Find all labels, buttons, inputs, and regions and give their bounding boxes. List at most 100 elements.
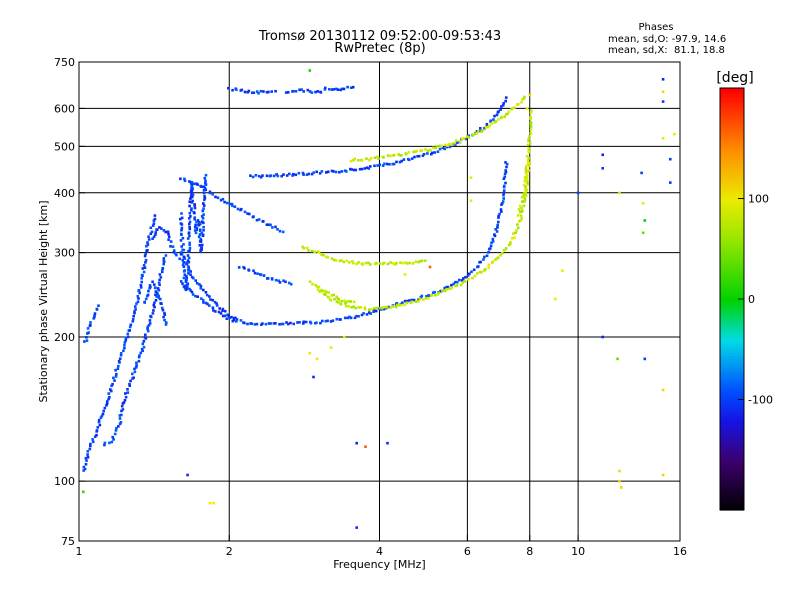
o-mode-echo-point — [128, 382, 131, 386]
o-mode-echo-point — [188, 246, 192, 250]
o-mode-echo-point — [267, 90, 270, 94]
x-mode-echo-point — [486, 125, 490, 129]
colorbar-segment — [720, 232, 744, 237]
x-mode-echo-point — [473, 274, 477, 278]
x-mode-echo-point — [332, 258, 336, 262]
o-mode-echo-point — [289, 282, 293, 286]
x-mode-echo-point — [370, 308, 374, 311]
x-mode-echo-point — [400, 154, 403, 157]
o-mode-echo-point — [297, 171, 301, 175]
o-mode-echo-point — [131, 318, 135, 321]
o-mode-echo-point — [202, 207, 205, 210]
x-mode-echo-point — [369, 263, 372, 266]
o-mode-echo-point — [156, 287, 160, 290]
o-mode-echo-point — [201, 217, 205, 220]
o-mode-echo-point — [197, 223, 201, 227]
o-mode-echo-point — [278, 281, 282, 284]
o-mode-echo-point — [132, 314, 135, 318]
isolated-echo-point — [601, 167, 604, 170]
o-mode-echo-point — [421, 154, 425, 157]
o-mode-echo-point — [179, 251, 183, 254]
x-mode-echo-point — [414, 260, 417, 263]
colorbar-segment — [720, 440, 744, 445]
o-mode-echo-point — [489, 244, 493, 248]
o-mode-echo-point — [204, 182, 207, 185]
o-mode-echo-point — [309, 321, 313, 325]
x-mode-echo-point — [329, 298, 332, 302]
x-mode-echo-point — [420, 259, 424, 263]
o-mode-echo-point — [360, 167, 364, 171]
o-mode-echo-point — [111, 435, 114, 439]
o-mode-echo-point — [154, 233, 157, 236]
o-mode-echo-point — [262, 274, 266, 277]
o-mode-echo-point — [348, 315, 351, 319]
o-mode-echo-point — [504, 161, 507, 164]
o-mode-echo-point — [365, 166, 369, 169]
o-mode-echo-point — [126, 391, 130, 394]
colorbar-segment — [720, 214, 744, 219]
o-mode-echo-point — [140, 347, 144, 351]
colorbar-segment — [720, 371, 744, 375]
isolated-echo-point — [469, 176, 473, 179]
x-mode-echo-point — [360, 159, 364, 162]
colorbar-segment — [720, 229, 744, 234]
x-mode-echo-point — [509, 240, 512, 244]
x-mode-echo-point — [314, 284, 317, 287]
o-mode-echo-point — [274, 225, 277, 229]
colorbar-segment — [720, 302, 744, 306]
x-mode-echo-point — [417, 299, 420, 303]
colorbar-segment — [720, 395, 744, 400]
x-mode-echo-point — [313, 250, 316, 254]
o-mode-echo-point — [243, 267, 246, 270]
o-mode-echo-point — [142, 345, 146, 349]
x-mode-echo-point — [407, 151, 411, 154]
colorbar-ticks: 100 0 -100 — [738, 193, 773, 406]
colorbar-segment — [720, 277, 744, 282]
o-mode-echo-point — [134, 305, 137, 308]
x-mode-echo-point — [526, 143, 530, 147]
o-mode-echo-point — [199, 239, 203, 242]
o-mode-echo-point — [211, 193, 214, 196]
o-mode-echo-point — [144, 252, 147, 256]
o-mode-echo-point — [306, 88, 310, 92]
colorbar-segment — [720, 473, 744, 478]
colorbar-segment — [720, 139, 744, 143]
o-mode-echo-point — [334, 170, 338, 174]
o-mode-echo-point — [326, 319, 329, 323]
o-mode-echo-point — [169, 240, 173, 243]
o-mode-echo-point — [188, 249, 191, 252]
o-mode-echo-point — [213, 300, 217, 304]
o-mode-echo-point — [167, 238, 170, 241]
o-mode-echo-point — [146, 293, 150, 297]
x-mode-echo-point — [453, 142, 456, 145]
o-mode-echo-point — [500, 210, 503, 213]
o-mode-echo-point — [193, 229, 197, 232]
o-mode-echo-point — [298, 321, 301, 324]
o-mode-echo-point — [276, 228, 279, 231]
o-mode-echo-point — [252, 91, 256, 94]
o-mode-echo-point — [154, 290, 158, 293]
colorbar-segment — [720, 341, 744, 345]
x-mode-echo-point — [322, 292, 326, 296]
x-mode-echo-point — [522, 192, 526, 195]
o-mode-echo-point — [151, 237, 154, 240]
o-mode-echo-point — [106, 400, 109, 403]
x-mode-echo-point — [337, 301, 340, 304]
o-mode-echo-point — [264, 322, 268, 326]
o-mode-echo-point — [162, 259, 166, 263]
x-tick-label: 10 — [571, 545, 585, 558]
x-mode-echo-point — [399, 261, 402, 264]
isolated-echo-point — [661, 78, 665, 81]
o-mode-echo-point — [257, 92, 260, 95]
o-mode-echo-point — [141, 267, 145, 270]
x-mode-echo-point — [308, 280, 312, 283]
o-mode-echo-point — [184, 284, 188, 287]
o-mode-echo-point — [199, 287, 203, 290]
colorbar-segment — [720, 311, 744, 315]
x-mode-echo-point — [520, 196, 524, 199]
o-mode-echo-point — [321, 319, 324, 323]
x-mode-echo-point — [516, 226, 520, 230]
x-mode-echo-point — [458, 140, 462, 143]
x-mode-echo-point — [392, 153, 396, 157]
x-mode-echo-point — [392, 262, 395, 265]
